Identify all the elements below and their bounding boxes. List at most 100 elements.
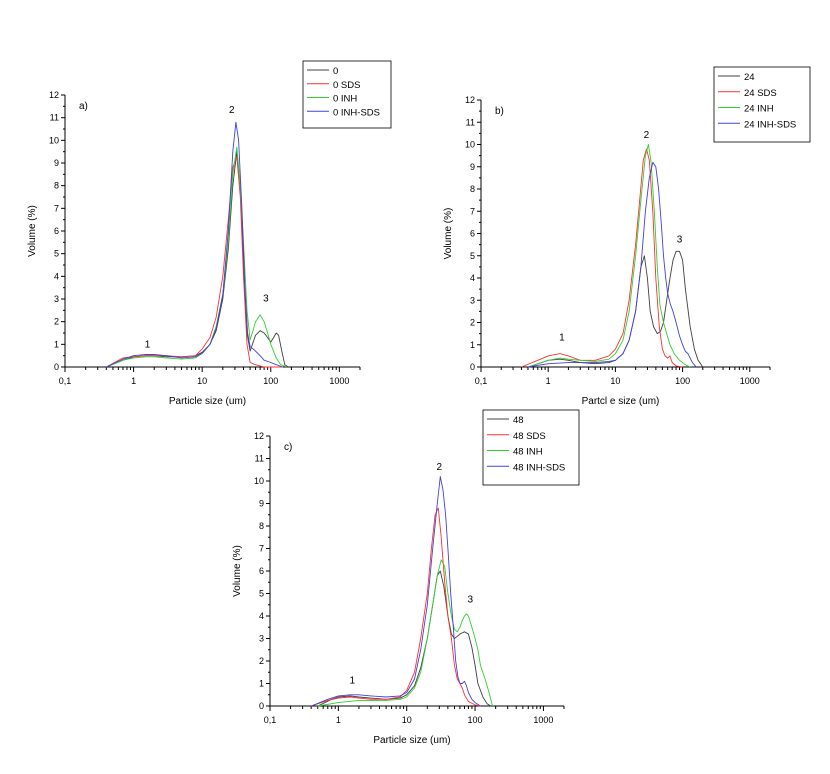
series-line-0-inh-sds	[106, 121, 283, 368]
legend-entry: 0	[333, 66, 338, 77]
y-tick-label: 9	[470, 162, 475, 172]
peak-label: 1	[559, 332, 565, 343]
y-tick-label: 10	[254, 476, 264, 486]
x-ticks: 0,1 1 10 100 1000	[475, 367, 771, 386]
peak-label: 3	[467, 595, 473, 606]
y-tick-label: 10	[49, 135, 59, 145]
peak-label: 1	[145, 340, 151, 351]
y-tick-label: 5	[54, 249, 59, 259]
x-tick-label: 0,1	[59, 376, 72, 386]
x-tick-label: 10	[402, 715, 412, 725]
y-tick-label: 8	[54, 181, 59, 191]
y-axis-title: Volume (%)	[27, 205, 38, 257]
y-tick-label: 3	[54, 294, 59, 304]
panel-label: b)	[495, 106, 504, 117]
y-tick-label: 0	[259, 701, 264, 711]
series-line-48-inh-sds	[311, 476, 481, 707]
legend-entry: 24 INH-SDS	[744, 119, 796, 130]
legend-box	[713, 66, 811, 143]
series-line-48-inh	[317, 559, 493, 707]
peak-label: 3	[677, 234, 683, 245]
legend-entry: 48 SDS	[513, 431, 546, 442]
y-tick-label: 4	[259, 611, 264, 621]
series-line-48-sds	[311, 507, 481, 707]
legend-entry: 24	[744, 72, 755, 83]
peak-label: 2	[644, 130, 650, 141]
x-ticks: 0,1 1 10 100 1000	[264, 706, 565, 725]
x-ticks: 0,1 1 10 100 1000	[59, 367, 361, 386]
y-tick-label: 2	[470, 318, 475, 328]
y-tick-label: 11	[466, 117, 475, 127]
series-line-0-sds	[106, 155, 283, 368]
x-tick-label: 1000	[329, 376, 349, 386]
y-tick-label: 10	[465, 140, 475, 150]
y-tick-label: 4	[470, 273, 475, 283]
series-line-24-inh	[527, 144, 691, 368]
legend-entry: 48 INH-SDS	[513, 462, 565, 473]
panel-label: a)	[79, 101, 88, 112]
peak-label: 1	[350, 676, 356, 687]
x-tick-label: 100	[263, 376, 278, 386]
legend-entry: 0 SDS	[333, 80, 360, 91]
y-tick-label: 12	[465, 95, 475, 105]
legend-box	[302, 60, 392, 129]
series-group	[311, 476, 493, 707]
series-line-24-inh-sds	[527, 161, 697, 368]
y-tick-label: 7	[470, 206, 475, 216]
y-tick-label: 9	[54, 158, 59, 168]
y-tick-label: 1	[259, 679, 264, 689]
peak-label: 2	[229, 105, 235, 116]
legend: 48 48 SDS 48 INH 48 INH-SDS	[482, 409, 580, 486]
legend-entry: 24 SDS	[744, 88, 777, 99]
x-tick-label: 10	[197, 376, 207, 386]
y-tick-label: 1	[54, 339, 59, 349]
y-tick-label: 3	[470, 295, 475, 305]
series-group	[106, 121, 289, 368]
x-tick-label: 1000	[533, 715, 553, 725]
series-group	[521, 144, 704, 368]
y-tick-label: 7	[54, 203, 59, 213]
peak-label: 3	[263, 293, 269, 304]
y-axis-title: Volume (%)	[232, 545, 243, 597]
legend-entry: 48 INH	[513, 447, 543, 458]
y-tick-label: 7	[259, 544, 264, 554]
legend: 0 0 SDS 0 INH 0 INH-SDS	[302, 60, 392, 129]
x-tick-label: 1000	[740, 376, 760, 386]
x-axis-title: Particle size (um)	[169, 396, 246, 407]
y-tick-label: 6	[259, 566, 264, 576]
y-tick-label: 3	[259, 634, 264, 644]
peak-label: 2	[437, 462, 443, 473]
x-tick-label: 0,1	[264, 715, 277, 725]
legend-entry: 0 INH-SDS	[333, 107, 380, 118]
legend-entry: 48	[513, 415, 524, 426]
series-line-24-sds	[521, 148, 683, 368]
x-tick-label: 0,1	[475, 376, 488, 386]
x-tick-label: 1	[336, 715, 341, 725]
y-tick-label: 8	[470, 184, 475, 194]
x-tick-label: 10	[610, 376, 620, 386]
y-tick-label: 5	[470, 251, 475, 261]
x-tick-label: 100	[468, 715, 483, 725]
y-tick-label: 0	[470, 362, 475, 372]
series-line-0-inh	[106, 146, 287, 368]
y-tick-label: 1	[470, 340, 475, 350]
y-tick-label: 6	[470, 229, 475, 239]
y-tick-label: 5	[259, 589, 264, 599]
y-tick-label: 4	[54, 271, 59, 281]
y-tick-label: 6	[54, 226, 59, 236]
legend-box	[482, 409, 580, 486]
series-line-48	[317, 570, 492, 707]
y-tick-label: 9	[259, 499, 264, 509]
legend-entry: 24 INH	[744, 104, 774, 115]
y-axis-title: Volume (%)	[443, 208, 454, 260]
y-tick-label: 11	[255, 454, 264, 464]
y-tick-label: 12	[254, 431, 264, 441]
legend-entry: 0 INH	[333, 94, 357, 105]
y-tick-label: 2	[54, 317, 59, 327]
y-tick-label: 2	[259, 656, 264, 666]
